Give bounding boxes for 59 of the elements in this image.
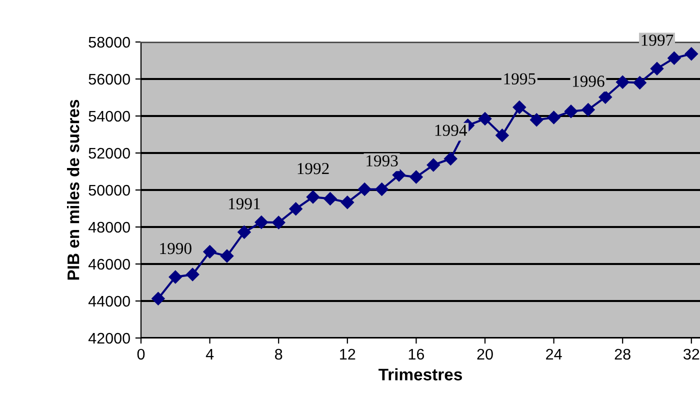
annotation: 1990 — [160, 242, 192, 254]
point — [650, 62, 664, 76]
point — [633, 76, 646, 90]
x-tick-label: 32 — [683, 348, 700, 360]
y-tick-label: 46000 — [88, 258, 130, 270]
x-tick-label: 16 — [408, 348, 424, 360]
y-axis-title: PIB en miles de sucres — [67, 100, 80, 280]
annotation: 1993 — [366, 155, 398, 166]
annotation: 1992 — [298, 163, 329, 174]
point — [564, 104, 578, 118]
point — [547, 110, 560, 124]
point — [684, 47, 698, 60]
point — [186, 268, 200, 282]
y-tick-label: 54000 — [88, 110, 130, 122]
y-tick-label: 58000 — [88, 36, 130, 48]
point — [324, 192, 337, 206]
y-tick-label: 56000 — [88, 74, 130, 85]
point — [152, 292, 165, 306]
x-tick-label: 24 — [546, 348, 562, 360]
point — [496, 128, 509, 142]
x-tick-label: 28 — [614, 348, 630, 360]
point — [306, 190, 320, 204]
point — [220, 249, 234, 263]
point — [203, 245, 216, 258]
y-tick-label: 52000 — [88, 148, 130, 159]
point — [668, 52, 681, 65]
y-tick-label: 50000 — [88, 184, 130, 196]
point — [410, 170, 423, 184]
point — [444, 152, 458, 166]
x-tick-label: 12 — [340, 348, 356, 360]
point — [478, 112, 492, 126]
point — [238, 226, 251, 239]
x-tick-label: 4 — [206, 348, 214, 360]
point — [616, 76, 630, 89]
point — [272, 216, 286, 230]
point — [254, 216, 268, 229]
point — [392, 168, 406, 182]
point — [168, 270, 182, 284]
point — [358, 182, 372, 196]
point — [582, 103, 595, 116]
annotation: 1994 — [435, 124, 468, 136]
point — [598, 90, 612, 104]
x-tick-label: 8 — [275, 348, 282, 360]
point — [289, 202, 302, 216]
annotation: 1996 — [573, 76, 604, 87]
x-tick-label: 20 — [477, 348, 493, 360]
point — [375, 182, 388, 196]
point — [530, 113, 544, 126]
x-axis-title: Trimestres — [378, 368, 462, 380]
point — [512, 100, 526, 114]
y-tick-label: 42000 — [88, 332, 130, 344]
annotation: 1991 — [229, 198, 260, 210]
annotation: 1995 — [504, 73, 536, 84]
point — [340, 196, 354, 209]
x-tick-label: 0 — [137, 348, 145, 360]
y-tick-label: 48000 — [88, 222, 130, 233]
y-tick-label: 44000 — [88, 296, 130, 307]
point — [426, 158, 440, 172]
annotation: 1997 — [642, 34, 674, 46]
